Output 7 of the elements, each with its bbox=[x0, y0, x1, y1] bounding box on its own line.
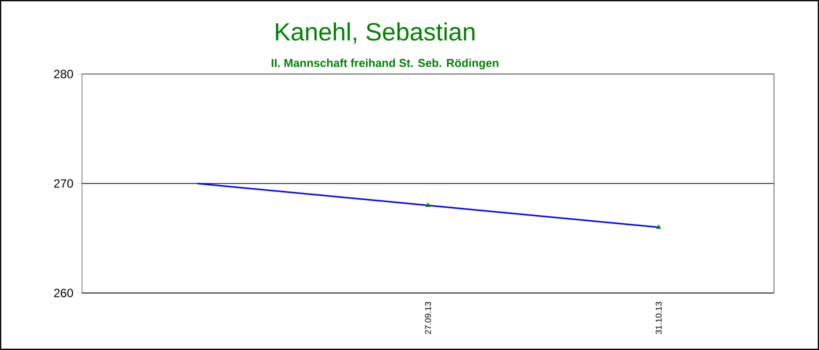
y-tick-label: 260 bbox=[54, 288, 74, 298]
chart-subtitle: II. Mannschaft freihand St. Seb. Rödingen bbox=[272, 58, 498, 70]
y-tick-label: 280 bbox=[54, 70, 74, 78]
chart-title: Kanehl, Sebastian bbox=[276, 22, 474, 44]
x-tick-label: 27.09.13 bbox=[425, 302, 431, 334]
x-tick-label: 31.10.13 bbox=[656, 302, 662, 334]
y-tick-label: 270 bbox=[54, 179, 74, 188]
